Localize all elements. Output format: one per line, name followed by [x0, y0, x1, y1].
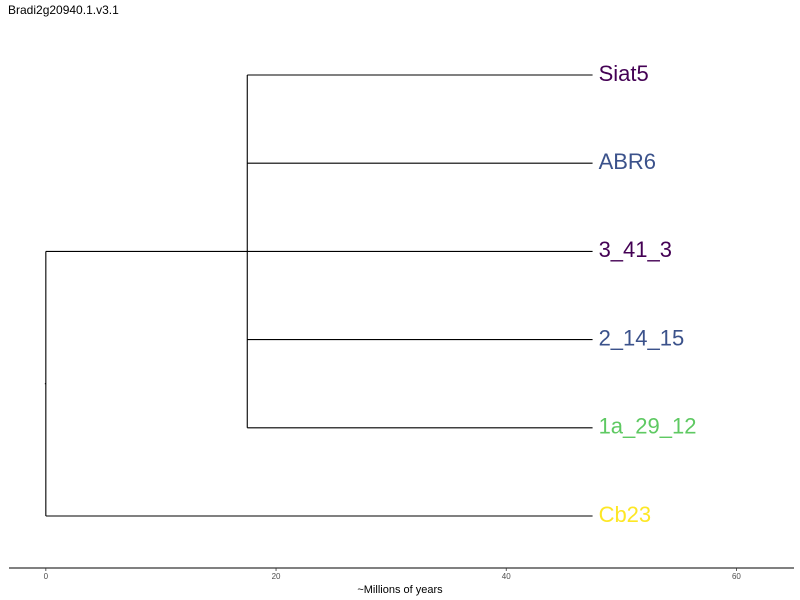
tick-label: 60	[732, 572, 741, 581]
time-axis: 0 20 40 60 ~Millions of years	[9, 567, 794, 596]
tree-branches	[44, 74, 593, 517]
tip-label-3-41-3: 3_41_3	[599, 237, 672, 262]
tip-label-ABR6: ABR6	[599, 149, 656, 174]
tick-label: 0	[44, 572, 49, 581]
tip-label-Siat5: Siat5	[599, 61, 649, 86]
axis-ticks: 0 20 40 60	[44, 568, 741, 581]
tree-title: Bradi2g20940.1.v3.1	[8, 3, 119, 17]
tick-label: 40	[502, 572, 511, 581]
tip-label-2-14-15: 2_14_15	[599, 325, 685, 350]
axis-title: ~Millions of years	[357, 584, 443, 596]
tip-labels: Siat5 ABR6 3_41_3 2_14_15 1a_29_12 Cb23	[599, 61, 697, 527]
tip-label-Cb23: Cb23	[599, 502, 652, 527]
tip-label-1a-29-12: 1a_29_12	[599, 414, 697, 439]
tick-label: 20	[272, 572, 281, 581]
